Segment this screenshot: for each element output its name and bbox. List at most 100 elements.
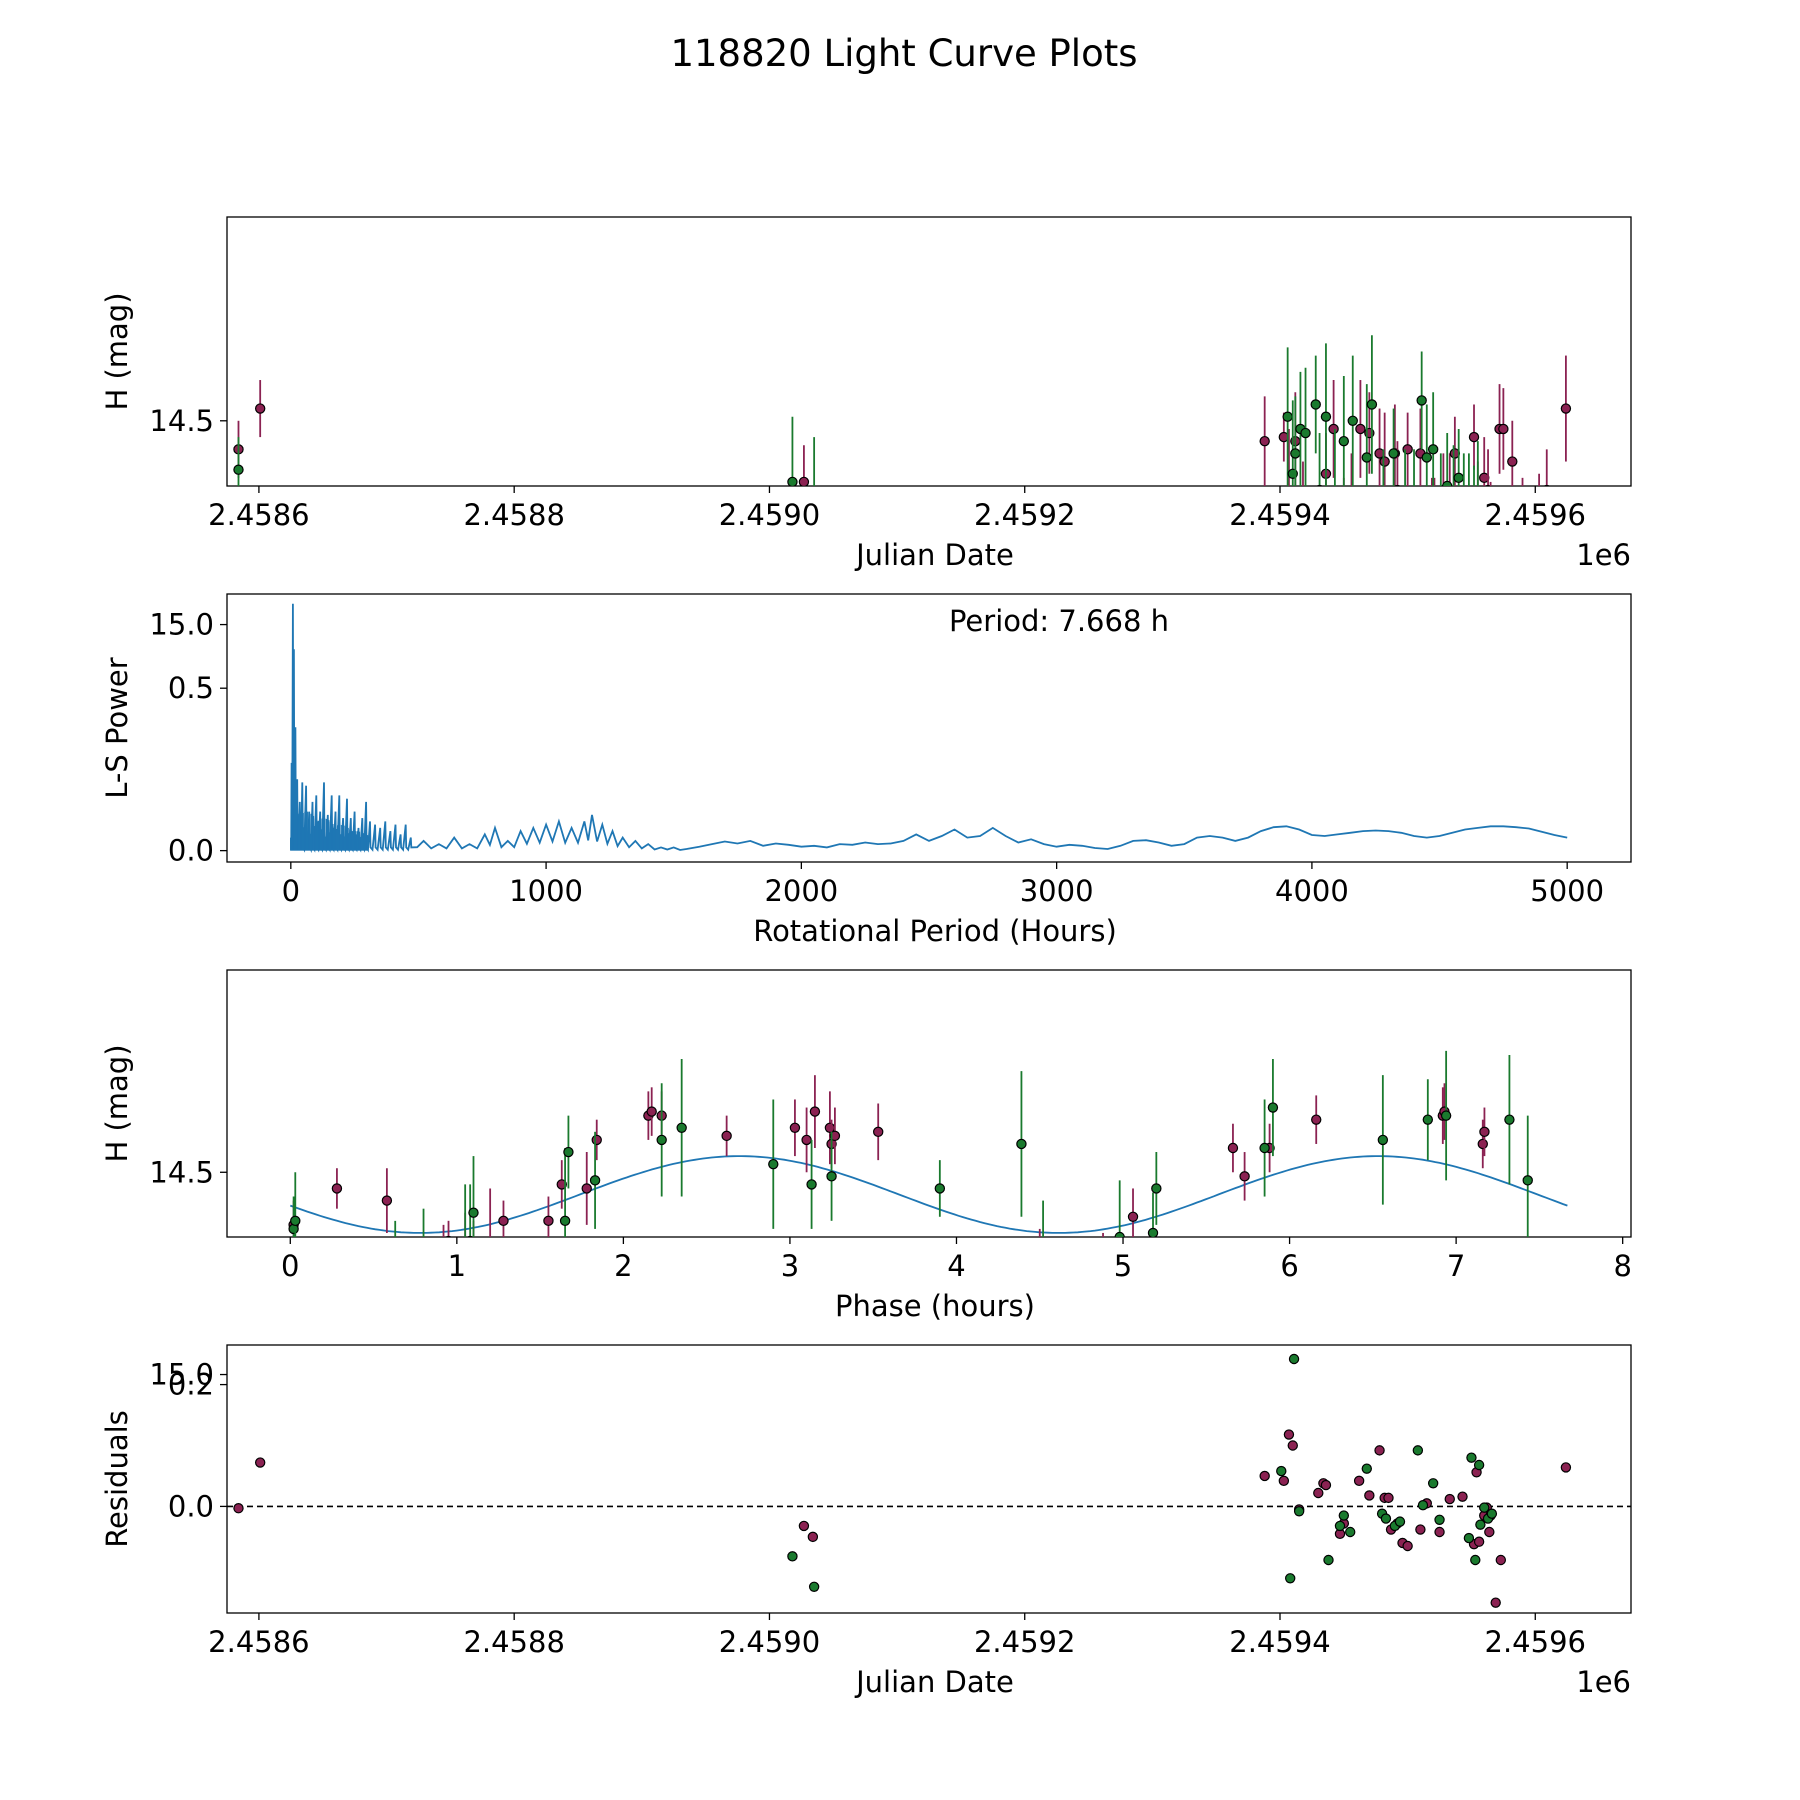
lightcurve-data-point [808,543,817,552]
lightcurve-data-point [1440,484,1447,486]
phased-data-point [676,1122,687,1133]
phased-data-point [469,1253,478,1262]
phased-y-tick-label: 14.5 [149,1155,214,1189]
periodogram-y-tick-label: 0.5 [168,671,214,705]
phased-data-point [1016,1138,1027,1150]
lightcurve-y-tick-label: 15.0 [149,608,214,642]
phased-data-point [1227,1142,1239,1154]
phased-data-point [1504,1114,1515,1125]
residuals-data-point [1259,1470,1270,1482]
lightcurve-data-point [1290,448,1301,459]
phased-data-point [1311,1114,1322,1125]
residuals-data-point [1444,1493,1455,1505]
lightcurve-data-point [1328,423,1339,435]
lightcurve-x-tick-label: 2.4592 [974,498,1075,532]
residuals-data-point [1463,1532,1475,1544]
residuals-data-point [1457,1491,1468,1502]
phased-data-point [1377,1134,1389,1146]
residuals-data-point [1361,1463,1372,1474]
lightcurve-data-point [1259,435,1270,447]
residuals-data-point [1338,1510,1350,1521]
phased-data-point [1147,1227,1159,1237]
lightcurve-data-point [1498,423,1509,435]
phased-data-point [589,1175,601,1186]
lightcurve-x-axis-label: Julian Date [854,538,1014,572]
phased-data-point [656,1134,667,1146]
phased-data-point [559,1215,571,1227]
phased-data-point [498,1215,509,1227]
residuals-data-point [808,1581,820,1593]
lightcurve-data-point [1361,452,1372,463]
lightcurve-data-point [1394,484,1401,486]
periodogram-x-tick-label: 3000 [1020,874,1094,908]
lightcurve-data-point [1427,444,1439,455]
phased-data-point [486,1245,495,1254]
lightcurve-data-point [1379,456,1390,467]
residuals-data-point [1470,1554,1481,1566]
periodogram-data [290,603,1568,854]
lightcurve-data-point [1459,506,1468,515]
residuals-data-point [1434,1526,1445,1538]
lightcurve-y-axis-label: H (mag) [100,292,134,410]
residuals-data-point [233,1503,244,1514]
residuals-data-point [1473,1536,1485,1547]
phased-x-axis-label: Phase (hours) [835,1289,1035,1323]
phased-data-point [1038,1253,1047,1262]
phased-data-point [468,1207,479,1218]
lightcurve-data-point [1416,395,1427,406]
phased-x-tick-label: 8 [1613,1249,1631,1283]
phased-data [288,1050,1568,1290]
lightcurve-data-point [233,464,244,475]
residuals-x-tick-label: 2.4586 [208,1625,309,1659]
phased-data-point [556,1179,567,1190]
phased-data-point [873,1126,884,1138]
phased-data-point [829,1130,841,1142]
phased-data-point [290,1215,301,1227]
phased-data-point [563,1146,574,1158]
lightcurve-y-tick-label: 14.5 [149,404,214,438]
phased-data-point [646,1106,657,1117]
residuals-data-point [1484,1526,1495,1538]
phased-data-point [1042,1269,1051,1278]
lightcurve-data-point [1507,456,1518,467]
phased-data-point [591,1134,602,1146]
lightcurve-data-point [1427,514,1436,523]
lightcurve-data-point [1388,448,1399,459]
lightcurve-data-point [1409,498,1418,507]
residuals-data-point [807,1531,819,1543]
periodogram-x-tick-label: 5000 [1530,874,1604,908]
phased-x-tick-label: 6 [1280,1249,1298,1283]
lightcurve-data-point [1484,484,1492,486]
lightcurve-data-point [1300,427,1311,439]
phased-y-tick-label: 15.0 [149,1358,214,1392]
residuals-data-point [254,1457,266,1468]
residuals-data-point [1374,1445,1385,1456]
residuals-data-point [1427,1478,1439,1489]
lightcurve-data-point [1316,484,1323,486]
periodogram-x-tick-label: 1000 [509,874,583,908]
residuals-x-tick-label: 2.4592 [974,1625,1075,1659]
residuals-x-axis-label: Julian Date [854,1665,1014,1699]
periodogram-x-tick-label: 4000 [1275,874,1349,908]
phased-data-point [445,1235,452,1237]
lightcurve-data-point [1316,543,1325,552]
phased-data-point [1035,1253,1044,1262]
phased-data-point [801,1134,812,1146]
lightcurve-data-point [1379,498,1388,507]
residuals-data-point [1293,1506,1305,1517]
phased-data-point [381,1195,393,1206]
lightcurve-data-point [1445,490,1454,499]
phased-data-point [789,1122,801,1133]
residuals-data-point [1287,1440,1298,1451]
lightcurve-x-tick-label: 2.4594 [1229,498,1330,532]
residuals-data-point [1486,1508,1498,1519]
phased-data-point [1151,1183,1162,1194]
phased-data-point [391,1281,400,1290]
phased-data-point [1477,1138,1488,1150]
phased-data-point [809,1106,821,1117]
residuals-data-point [1415,1524,1426,1535]
residuals-plot-area [226,1344,1632,1614]
residuals-x-tick-label: 2.4590 [719,1625,820,1659]
lightcurve-data [233,335,1572,552]
residuals-x-tick-label: 2.4588 [463,1625,564,1659]
